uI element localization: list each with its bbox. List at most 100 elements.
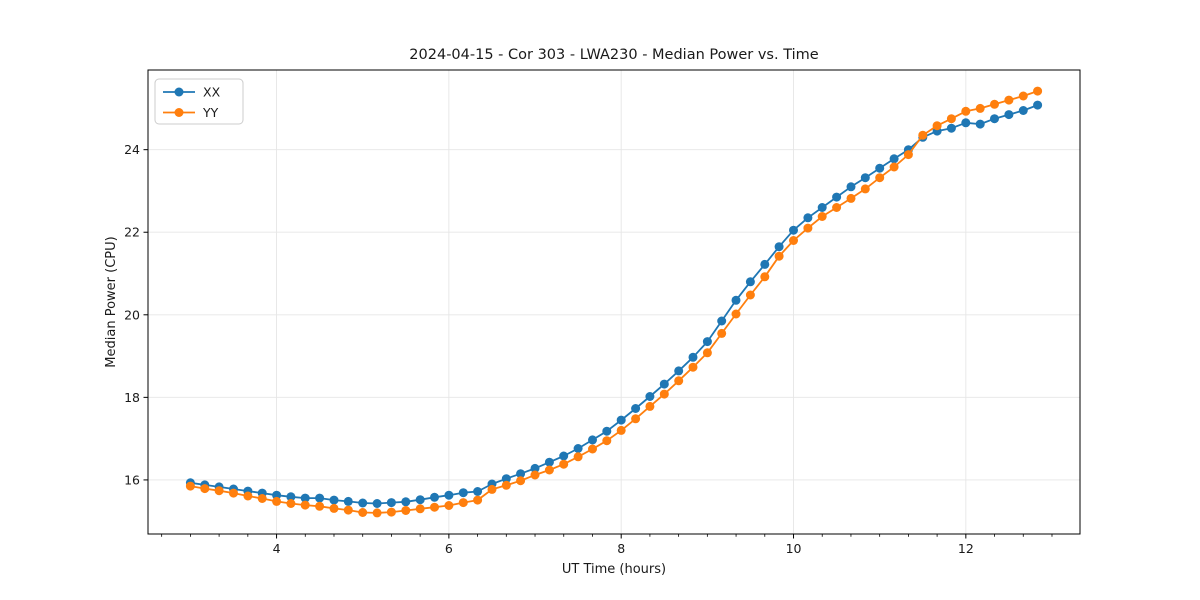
series-xx [185,100,1043,508]
series-xx-marker [645,392,655,401]
series-xx-marker [659,379,669,389]
series-yy-marker [1033,86,1043,96]
y-tick-label: 16 [124,472,140,487]
series-yy-marker [372,508,382,518]
series-yy-marker [573,452,583,462]
series-yy-marker [616,425,626,435]
y-tick-label: 20 [124,307,140,322]
series-xx-marker [702,337,712,347]
series-yy-marker [544,465,554,475]
series-yy-marker [430,502,439,512]
series-xx-marker [1004,110,1014,120]
series-xx-marker [875,163,885,173]
series-xx-line [189,104,1039,505]
series-yy-marker [272,496,282,506]
series-xx-marker [745,277,755,287]
series-xx-marker [329,495,339,505]
series-yy-marker [185,481,195,491]
series-xx-marker [315,493,325,503]
series-yy-marker [458,498,468,508]
series-yy-marker [487,484,497,494]
series-yy-marker [559,459,569,469]
series-xx-marker [401,497,411,507]
series-xx-marker [990,114,999,124]
y-tick-label: 24 [124,142,140,157]
series-xx-marker [688,352,698,362]
series-xx-marker [473,487,483,496]
series-yy-marker [329,503,339,513]
series-yy-marker [875,173,885,183]
series-xx-marker [846,182,856,192]
series-yy [185,86,1043,518]
series-yy-marker [386,507,396,517]
series-yy-marker [659,389,669,399]
series-yy-marker [415,504,425,514]
series-yy-marker [889,162,899,172]
series-xx-marker [588,435,597,445]
series-yy-marker [932,121,942,131]
series-yy-marker [243,491,253,501]
series-xx-marker [358,498,368,508]
legend-item-yy: YY [163,105,219,120]
series-yy-marker [358,508,368,517]
series-xx-marker [544,457,554,467]
series-xx-marker [889,154,899,164]
series-yy-marker [803,223,813,233]
series-yy-marker [846,193,856,203]
series-xx-marker [372,499,382,508]
x-tick-label: 4 [273,541,281,556]
legend-label: YY [202,105,219,120]
series-xx-marker [731,295,741,305]
legend: XX YY [154,78,244,125]
series-xx-marker [300,493,310,503]
x-tick-label: 6 [445,541,453,556]
series-yy-marker [961,106,971,116]
series-yy-marker [918,130,928,140]
series-xx-marker [530,463,540,473]
series-xx-marker [272,490,282,500]
x-tick-label: 8 [617,541,625,556]
series-yy-marker [631,414,641,424]
series-yy-marker [760,272,770,282]
y-tick-label: 18 [124,390,140,405]
legend-item-xx: XX [163,85,221,100]
series-xx-marker [860,173,870,183]
legend-marker-sample [174,87,184,97]
series-yy-marker [990,99,999,109]
series-xx-marker [616,415,626,425]
grid [148,70,1080,534]
x-tick-label: 10 [786,541,802,556]
series-yy-marker [530,470,540,480]
y-tick-label: 22 [124,225,140,240]
series-yy-marker [745,290,755,300]
series-yy-marker [343,505,353,515]
series-xx-marker [573,444,583,453]
x-axis-label: UT Time (hours) [562,562,666,577]
series-yy-marker [315,501,325,511]
series-xx-marker [1018,106,1028,115]
series-xx-marker [817,203,827,212]
chart-title: 2024-04-15 - Cor 303 - LWA230 - Median P… [409,47,818,63]
series-yy-marker [214,486,224,496]
series-yy-marker [975,103,985,113]
y-axis-label: Median Power (CPU) [104,236,119,367]
series-xx-marker [1033,100,1043,110]
x-tick-label: 12 [958,541,974,556]
series-yy-marker [774,251,784,261]
legend-label: XX [203,85,221,100]
series-xx-marker [631,404,641,413]
series-yy-marker [588,444,597,454]
series-yy-marker [731,309,741,319]
series-yy-marker [401,506,411,515]
series-xx-marker [789,225,798,235]
series-xx-marker [760,259,770,269]
series-xx-marker [444,490,454,500]
series-xx-marker [946,123,956,133]
series-yy-marker [501,480,511,490]
series-yy-marker [717,328,727,338]
series-xx-marker [386,498,396,508]
series-xx-marker [343,496,353,506]
series-xx-marker [458,488,468,498]
series-yy-marker [674,376,684,386]
